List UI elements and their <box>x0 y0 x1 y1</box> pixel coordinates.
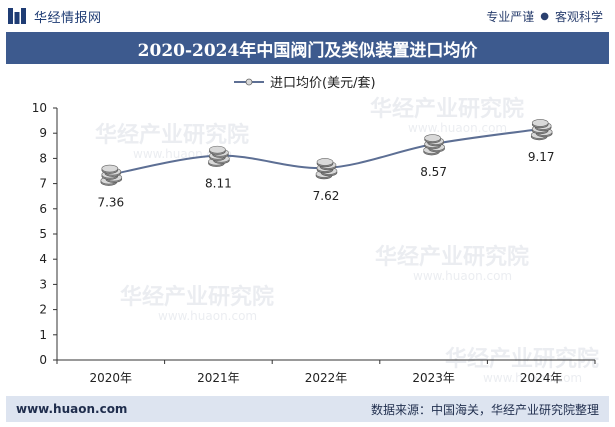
top-bar: 华经情报网 专业严谨 ● 客观科学 <box>0 0 615 32</box>
y-tick-label: 5 <box>39 227 47 241</box>
data-label: 7.36 <box>97 196 124 210</box>
watermark-text: 华经产业研究院 <box>370 96 524 122</box>
y-tick-label: 9 <box>39 126 47 140</box>
slogan-left: 专业严谨 <box>486 10 535 24</box>
slogan-dot-icon: ● <box>540 11 549 22</box>
slogan: 专业严谨 ● 客观科学 <box>486 8 603 25</box>
data-label: 7.62 <box>313 189 340 203</box>
y-tick-label: 0 <box>39 353 47 367</box>
data-label: 8.11 <box>205 177 232 191</box>
legend-label: 进口均价(美元/套) <box>270 75 376 91</box>
watermark-url: www.huaon.com <box>483 371 582 385</box>
logo[interactable]: 华经情报网 <box>8 7 102 26</box>
watermark-text: 华经产业研究院 <box>95 122 249 148</box>
y-tick-label: 2 <box>39 303 47 317</box>
x-tick-label: 2021年 <box>197 371 240 385</box>
data-point-marker <box>100 164 123 186</box>
y-tick-label: 1 <box>39 328 47 342</box>
chart-series: 7.36 8.11 7.62 8.57 9.17 <box>97 119 555 210</box>
logo-icon <box>8 8 26 24</box>
site-name: 华经情报网 <box>34 10 102 26</box>
watermark-text: 华经产业研究院 <box>375 244 529 270</box>
watermark-url: www.huaon.com <box>408 121 507 135</box>
slogan-right: 客观科学 <box>554 10 603 24</box>
data-point-marker <box>530 119 553 141</box>
y-tick-label: 6 <box>39 202 47 216</box>
x-tick-label: 2023年 <box>412 371 455 385</box>
watermark-text: 华经产业研究院 <box>445 346 599 372</box>
watermark-url: www.huaon.com <box>413 269 512 283</box>
x-tick-label: 2022年 <box>305 371 348 385</box>
y-tick-label: 8 <box>39 151 47 165</box>
data-label: 9.17 <box>528 150 555 164</box>
y-tick-label: 3 <box>39 277 47 291</box>
x-tick-label: 2020年 <box>90 371 133 385</box>
watermark-url: www.huaon.com <box>158 309 257 323</box>
watermark-url: www.huaon.com <box>133 147 232 161</box>
watermark-layer: 华经产业研究院www.huaon.com华经产业研究院www.huaon.com… <box>95 96 599 385</box>
data-point-marker <box>315 158 338 180</box>
chart-title-bar: 2020-2024年中国阀门及类似装置进口均价 <box>6 32 609 64</box>
y-tick-label: 10 <box>32 101 47 115</box>
footer-bar: www.huaon.com 数据来源：中国海关，华经产业研究院整理 <box>6 396 609 422</box>
line-chart: 华经产业研究院www.huaon.com华经产业研究院www.huaon.com… <box>32 75 599 385</box>
watermark-text: 华经产业研究院 <box>120 284 274 310</box>
x-tick-label: 2024年 <box>520 371 563 385</box>
data-label: 8.57 <box>420 165 447 179</box>
data-point-marker <box>208 145 230 167</box>
chart-title: 2020-2024年中国阀门及类似装置进口均价 <box>137 40 478 61</box>
y-tick-label: 7 <box>39 177 47 191</box>
chart-legend: 进口均价(美元/套) <box>234 75 376 91</box>
footer-url-link[interactable]: www.huaon.com <box>16 402 128 416</box>
data-point-marker <box>423 134 445 156</box>
footer-source: 数据来源：中国海关，华经产业研究院整理 <box>370 402 599 417</box>
chart-axes: 0 1 2 3 4 5 6 7 8 9 10 2020年 2021年 2022年 2023年 2024年 <box>32 101 596 385</box>
legend-marker-swatch <box>245 78 253 86</box>
y-tick-label: 4 <box>39 252 47 266</box>
